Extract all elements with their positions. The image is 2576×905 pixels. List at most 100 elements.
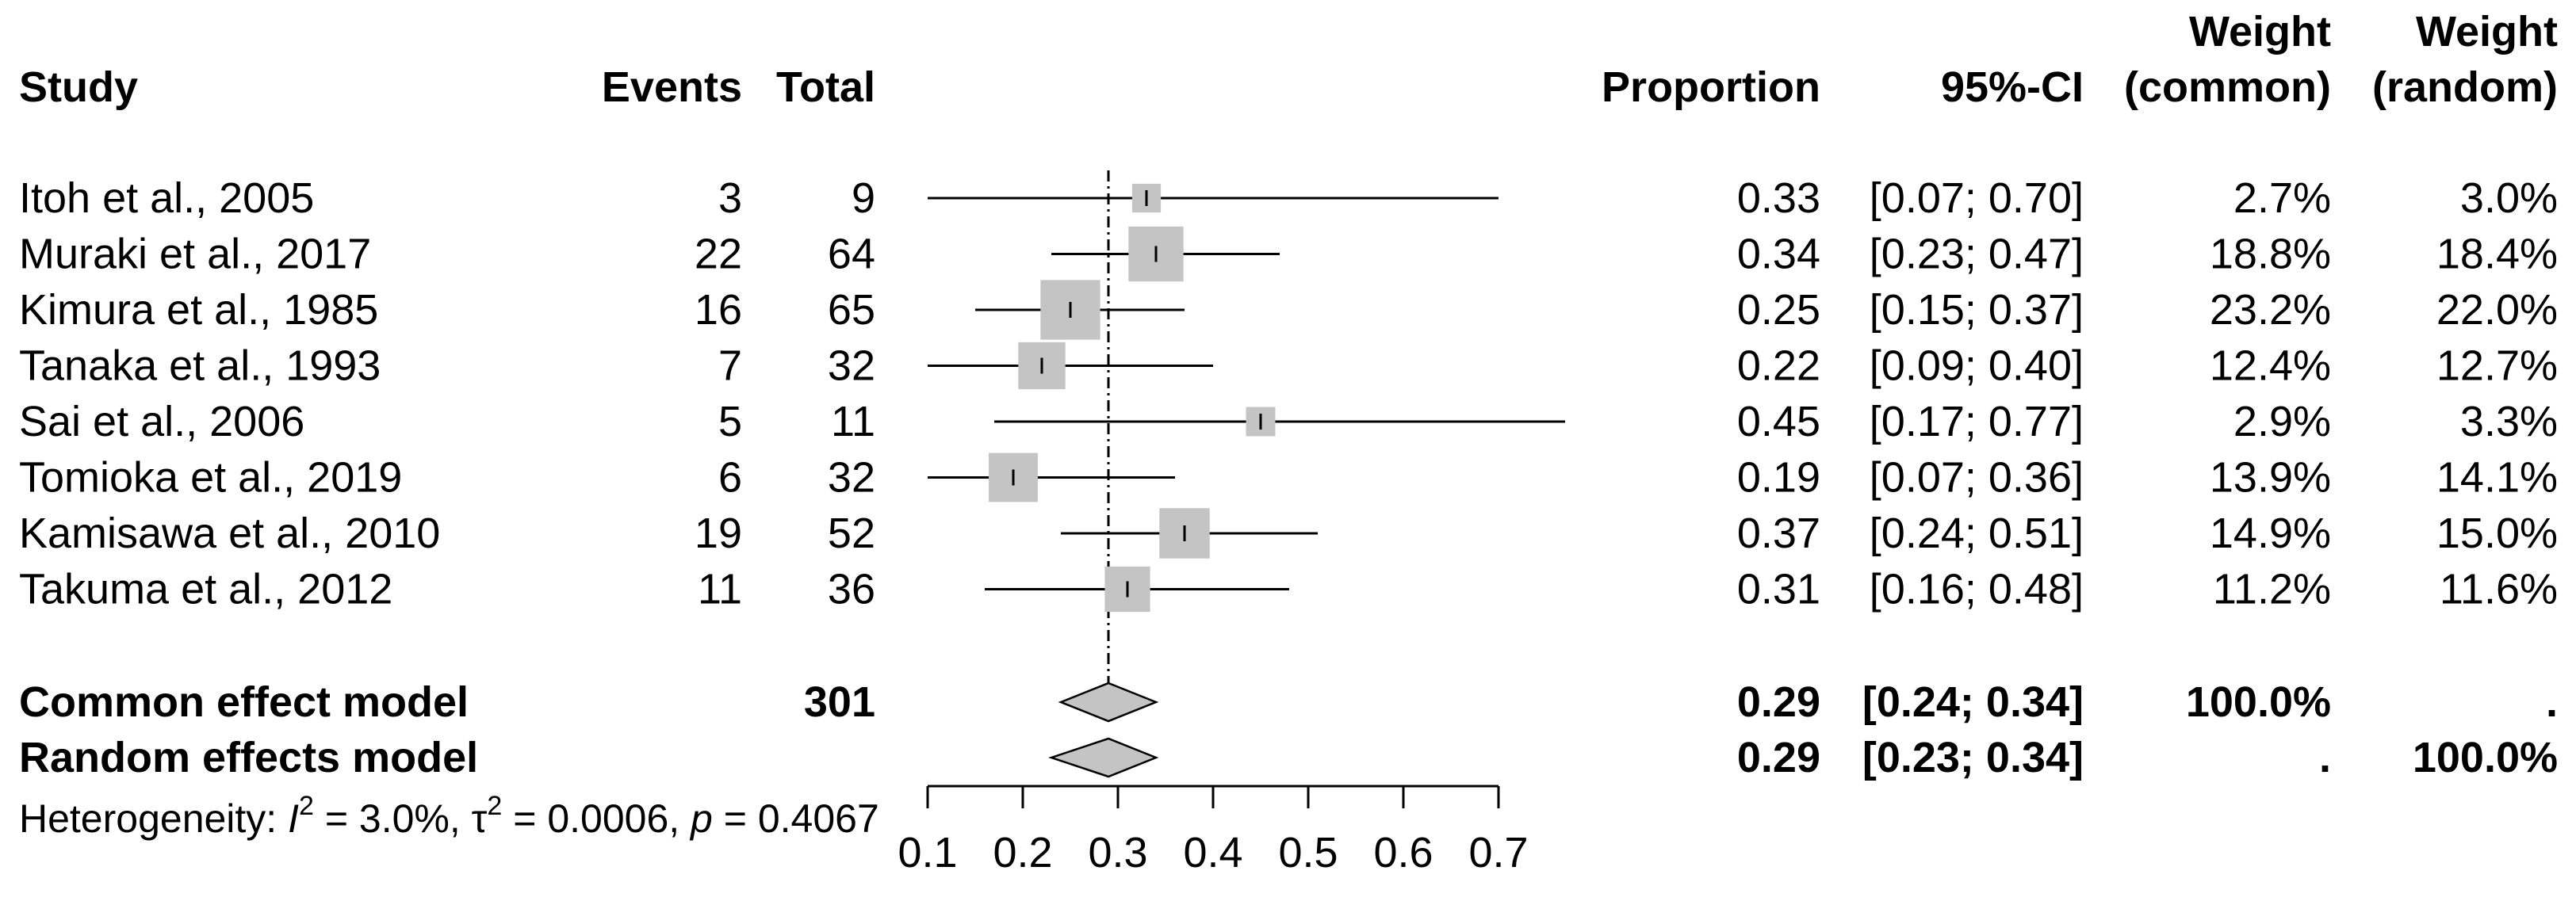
model-weight-common: . xyxy=(2319,734,2331,781)
study-weight-random: 12.7% xyxy=(2436,342,2558,390)
het-tau-symbol: τ xyxy=(472,796,488,841)
study-row: Sai et al., 2006 5 11 0.45 [0.17; 0.77] 2.9% 3… xyxy=(19,398,2558,445)
study-ci: [0.24; 0.51] xyxy=(1870,510,2084,557)
study-weight-random: 11.6% xyxy=(2440,566,2558,613)
header-weight-random-line2: (random) xyxy=(2372,63,2558,111)
study-weight-common: 18.8% xyxy=(2210,231,2331,278)
header-weight-common-line1: Weight xyxy=(2189,8,2331,55)
header-study: Study xyxy=(19,63,138,111)
study-row: Kamisawa et al., 2010 19 52 0.37 [0.24; 0.51… xyxy=(19,510,2558,557)
study-rows: Itoh et al., 2005 3 9 0.33 [0.07; 0.70] 2.7% 3… xyxy=(19,174,2558,613)
study-proportion: 0.45 xyxy=(1737,398,1820,445)
model-ci: [0.24; 0.34] xyxy=(1862,678,2084,726)
study-ci: [0.16; 0.48] xyxy=(1870,566,2084,613)
study-ci: [0.23; 0.47] xyxy=(1870,231,2084,278)
study-row: Itoh et al., 2005 3 9 0.33 [0.07; 0.70] 2.7% 3… xyxy=(19,174,2558,222)
study-total: 9 xyxy=(852,174,875,222)
study-events: 7 xyxy=(718,342,742,390)
study-proportion: 0.31 xyxy=(1737,566,1820,613)
random-effects-row: Random effects model 0.29 [0.23; 0.34]. 100… xyxy=(19,734,2558,781)
study-row: Tanaka et al., 1993 7 32 0.22 [0.09; 0.40] 12… xyxy=(19,342,2558,390)
study-total: 32 xyxy=(828,342,875,390)
study-name: Kimura et al., 1985 xyxy=(19,286,378,334)
study-proportion: 0.34 xyxy=(1737,231,1820,278)
x-tick-label: 0.4 xyxy=(1183,829,1242,876)
het-p-symbol: p xyxy=(689,796,713,841)
model-weight-random: 100.0% xyxy=(2413,734,2558,781)
pooled-rows: Common effect model 301 0.29 [0.24; 0.34] 10… xyxy=(19,678,2558,781)
header-events: Events xyxy=(602,63,742,111)
study-name: Takuma et al., 2012 xyxy=(19,566,392,613)
header-weight-random-line1: Weight xyxy=(2416,8,2558,55)
study-total: 36 xyxy=(828,566,875,613)
x-tick-label: 0.3 xyxy=(1088,829,1147,876)
header-weight-common-line2: (common) xyxy=(2124,63,2331,111)
study-weight-common: 12.4% xyxy=(2210,342,2331,390)
study-total: 11 xyxy=(831,398,875,445)
x-tick-label: 0.5 xyxy=(1278,829,1338,876)
het-tau-value: = 0.0006, xyxy=(502,796,691,841)
common-effect-row: Common effect model 301 0.29 [0.24; 0.34] 10… xyxy=(19,678,2558,726)
model-proportion: 0.29 xyxy=(1737,734,1820,781)
study-weight-random: 3.3% xyxy=(2460,398,2558,445)
random-effects-diamond xyxy=(1048,737,1159,778)
study-weight-common: 14.9% xyxy=(2210,510,2331,557)
study-name: Sai et al., 2006 xyxy=(19,398,304,445)
het-i2-symbol: I xyxy=(288,796,299,841)
heterogeneity-text: Heterogeneity: I2 = 3.0%, τ2 = 0.0006, p… xyxy=(19,791,879,841)
model-weight-random: . xyxy=(2546,678,2558,726)
header-proportion: Proportion xyxy=(1602,63,1820,111)
header-total: Total xyxy=(776,63,875,111)
study-name: Kamisawa et al., 2010 xyxy=(19,510,440,557)
study-proportion: 0.33 xyxy=(1737,174,1820,222)
model-weight-common: 100.0% xyxy=(2186,678,2331,726)
x-axis: 0.1 0.2 0.3 0.4 0.5 0.6 0.7 xyxy=(898,785,1529,876)
study-weight-common: 23.2% xyxy=(2210,286,2331,334)
plot-area xyxy=(928,170,1565,778)
study-ci: [0.17; 0.77] xyxy=(1870,398,2084,445)
study-proportion: 0.37 xyxy=(1737,510,1820,557)
study-weight-random: 18.4% xyxy=(2436,231,2558,278)
study-events: 3 xyxy=(718,174,742,222)
study-events: 16 xyxy=(695,286,742,334)
study-row: Takuma et al., 2012 11 36 0.31 [0.16; 0.48] 1… xyxy=(19,566,2558,613)
x-tick-label: 0.2 xyxy=(993,829,1052,876)
study-ci: [0.07; 0.36] xyxy=(1870,454,2084,502)
model-total: 301 xyxy=(804,678,875,726)
study-ci: [0.07; 0.70] xyxy=(1870,174,2084,222)
study-total: 32 xyxy=(828,454,875,502)
study-weight-random: 3.0% xyxy=(2460,174,2558,222)
study-weight-random: 22.0% xyxy=(2436,286,2558,334)
study-events: 19 xyxy=(695,510,742,557)
study-row: Muraki et al., 2017 22 64 0.34 [0.23; 0.47] 1… xyxy=(19,231,2558,278)
het-p-value: = 0.4067 xyxy=(713,796,879,841)
study-total: 52 xyxy=(828,510,875,557)
study-weight-random: 14.1% xyxy=(2436,454,2558,502)
x-tick-label: 0.6 xyxy=(1373,829,1433,876)
study-proportion: 0.19 xyxy=(1737,454,1820,502)
study-events: 5 xyxy=(718,398,742,445)
study-row: Tomioka et al., 2019 6 32 0.19 [0.07; 0.36] 1… xyxy=(19,454,2558,502)
model-ci: [0.23; 0.34] xyxy=(1862,734,2084,781)
model-proportion: 0.29 xyxy=(1737,678,1820,726)
study-ci: [0.15; 0.37] xyxy=(1870,286,2084,334)
study-events: 6 xyxy=(718,454,742,502)
study-total: 65 xyxy=(828,286,875,334)
study-name: Tomioka et al., 2019 xyxy=(19,454,402,502)
header-ci: 95%-CI xyxy=(1941,63,2084,111)
column-headers: Study Events Total Proportion 95%-CI Wei… xyxy=(19,8,2558,111)
study-weight-common: 2.7% xyxy=(2233,174,2331,222)
study-name: Itoh et al., 2005 xyxy=(19,174,314,222)
study-weight-common: 13.9% xyxy=(2210,454,2331,502)
study-proportion: 0.25 xyxy=(1737,286,1820,334)
het-prefix: Heterogeneity: xyxy=(19,796,288,841)
study-weight-common: 11.2% xyxy=(2213,566,2331,613)
study-name: Muraki et al., 2017 xyxy=(19,231,371,278)
study-events: 22 xyxy=(695,231,742,278)
het-i2-sup: 2 xyxy=(299,791,314,821)
common-effect-diamond xyxy=(1058,682,1159,723)
het-i2-value: = 3.0%, xyxy=(314,796,472,841)
study-row: Kimura et al., 1985 16 65 0.25 [0.15; 0.37] 2… xyxy=(19,286,2558,334)
study-proportion: 0.22 xyxy=(1737,342,1820,390)
